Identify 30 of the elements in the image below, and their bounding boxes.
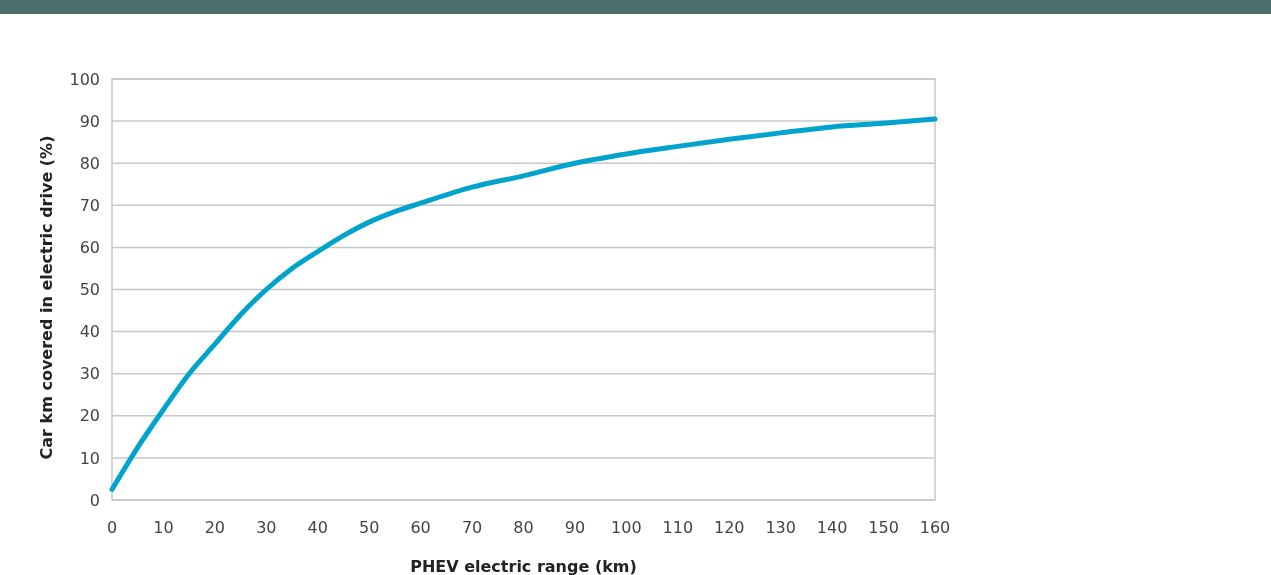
y-tick-label: 60 bbox=[79, 238, 100, 257]
x-tick-label: 40 bbox=[307, 518, 328, 537]
y-tick-label: 70 bbox=[79, 195, 100, 215]
y-axis-title: Car km covered in electric drive (%) bbox=[37, 135, 56, 460]
x-tick-label: 30 bbox=[256, 518, 277, 537]
x-tick-label: 70 bbox=[461, 518, 483, 537]
x-tick-label: 140 bbox=[816, 518, 848, 537]
x-tick-label: 50 bbox=[359, 518, 380, 537]
x-tick-label: 150 bbox=[868, 518, 899, 537]
x-tick-label: 100 bbox=[611, 518, 642, 537]
y-tick-label: 80 bbox=[79, 153, 100, 173]
y-tick-label: 10 bbox=[79, 448, 100, 468]
x-tick-label: 0 bbox=[106, 518, 118, 537]
x-tick-label: 60 bbox=[410, 518, 431, 537]
x-tick-label: 80 bbox=[513, 518, 534, 537]
x-tick-label: 20 bbox=[204, 518, 226, 537]
x-axis-title: PHEV electric range (km) bbox=[410, 557, 637, 575]
x-tick-label: 110 bbox=[662, 518, 694, 537]
y-tick-label: 40 bbox=[79, 322, 100, 342]
y-tick-label: 20 bbox=[79, 406, 100, 426]
y-tick-label: 30 bbox=[79, 364, 100, 384]
x-tick-label: 130 bbox=[765, 518, 796, 537]
y-tick-label: 50 bbox=[79, 280, 100, 300]
y-tick-label: 0 bbox=[89, 490, 100, 510]
x-tick-label: 10 bbox=[153, 518, 174, 537]
x-tick-label: 160 bbox=[919, 518, 951, 537]
x-tick-label: 90 bbox=[564, 518, 586, 537]
y-tick-label: 100 bbox=[69, 69, 100, 89]
x-tick-label: 120 bbox=[713, 518, 745, 537]
y-tick-label: 90 bbox=[79, 111, 100, 131]
